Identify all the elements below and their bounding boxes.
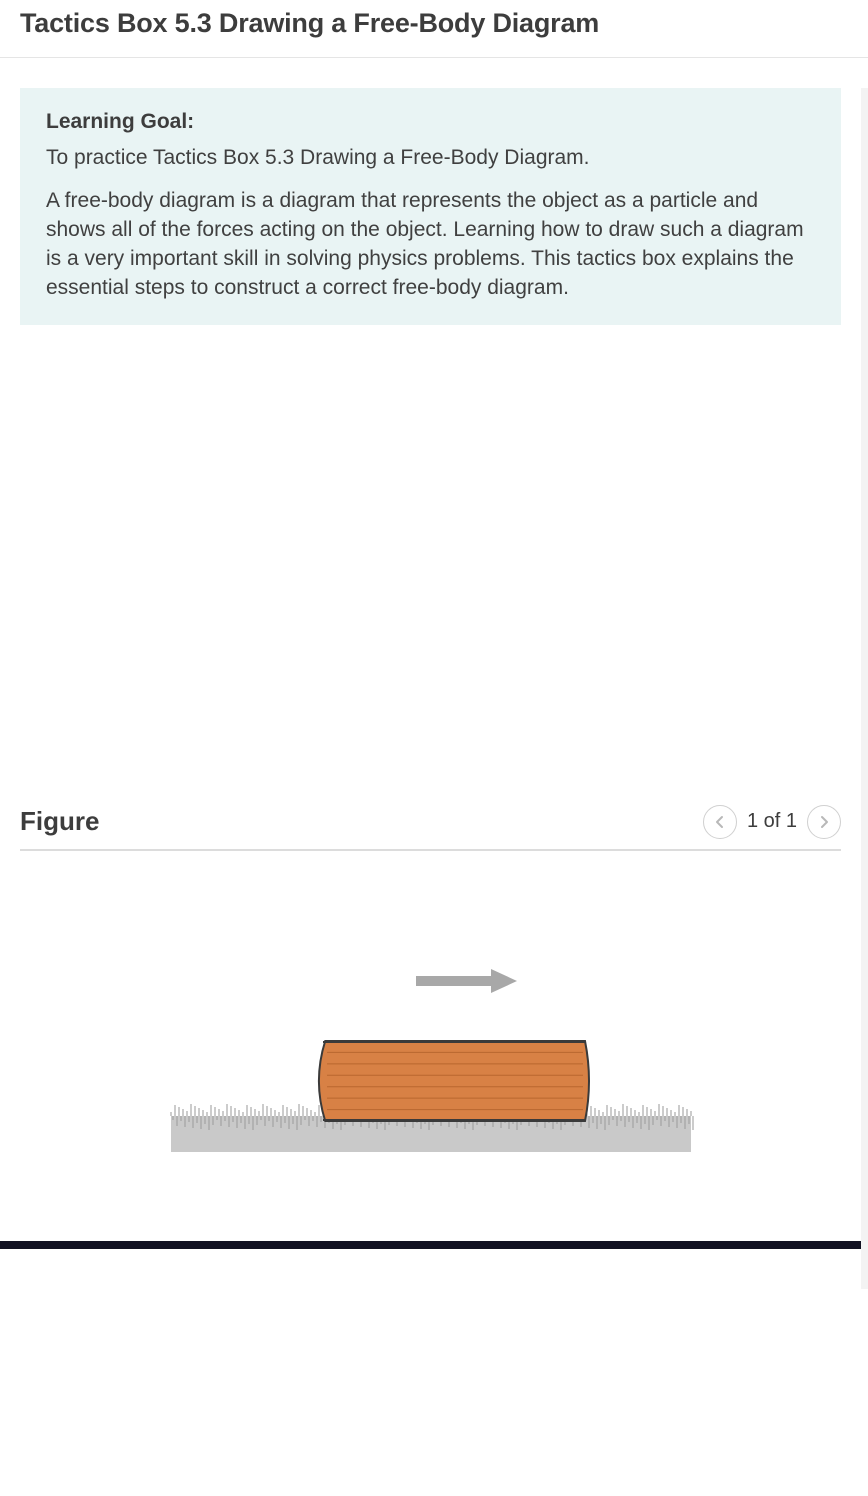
figure-section: Figure 1 of 1 — [20, 805, 841, 1181]
figure-canvas — [20, 921, 841, 1181]
figure-counter: 1 of 1 — [747, 810, 797, 833]
chevron-left-icon — [714, 815, 726, 829]
figure-header: Figure 1 of 1 — [20, 805, 841, 851]
learning-goal-heading: Learning Goal: — [46, 110, 815, 134]
figure-title: Figure — [20, 806, 99, 837]
content-scroll-area[interactable]: Learning Goal: To practice Tactics Box 5… — [0, 88, 868, 1289]
figure-prev-button[interactable] — [703, 805, 737, 839]
learning-goal-body: A free-body diagram is a diagram that re… — [46, 187, 815, 303]
bottom-bar — [0, 1241, 861, 1249]
page-title: Tactics Box 5.3 Drawing a Free-Body Diag… — [20, 8, 848, 39]
page-header: Tactics Box 5.3 Drawing a Free-Body Diag… — [0, 0, 868, 58]
figure-next-button[interactable] — [807, 805, 841, 839]
learning-goal-box: Learning Goal: To practice Tactics Box 5… — [20, 88, 841, 325]
free-body-diagram — [161, 921, 701, 1181]
learning-goal-intro: To practice Tactics Box 5.3 Drawing a Fr… — [46, 144, 815, 173]
page: Tactics Box 5.3 Drawing a Free-Body Diag… — [0, 0, 868, 1289]
chevron-right-icon — [818, 815, 830, 829]
figure-nav: 1 of 1 — [703, 805, 841, 839]
